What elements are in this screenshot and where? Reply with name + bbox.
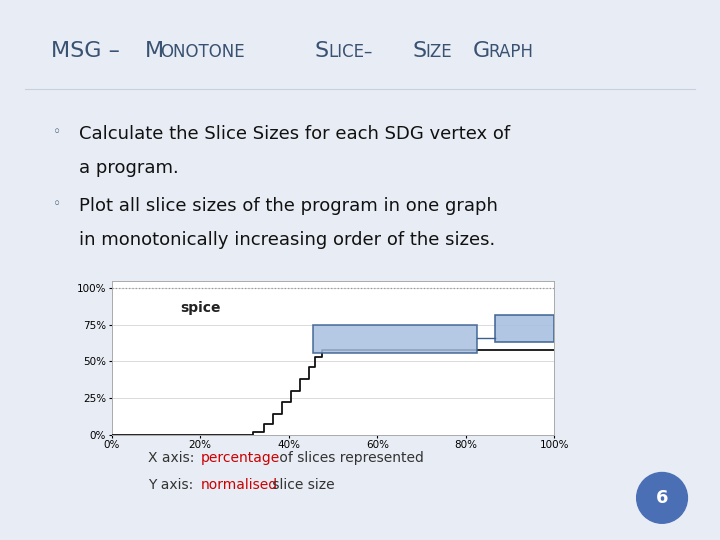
Text: M: M — [145, 40, 164, 60]
Text: LICE–: LICE– — [328, 43, 372, 60]
Text: normalised: normalised — [200, 478, 277, 492]
Text: Plot all slice sizes of the program in one graph: Plot all slice sizes of the program in o… — [79, 197, 498, 215]
Text: S: S — [315, 40, 329, 60]
Text: IZE: IZE — [426, 43, 452, 60]
Text: ONOTONE: ONOTONE — [160, 43, 245, 60]
Text: X axis:: X axis: — [148, 451, 199, 465]
Text: of slices represented: of slices represented — [275, 451, 424, 465]
Text: 6: 6 — [656, 489, 668, 507]
Text: G: G — [473, 40, 490, 60]
Text: a program.: a program. — [79, 159, 179, 177]
Text: Y axis:: Y axis: — [148, 478, 198, 492]
Text: ◦: ◦ — [53, 125, 61, 139]
Text: RAPH: RAPH — [488, 43, 534, 60]
Bar — [495, 315, 554, 342]
Text: percentage: percentage — [200, 451, 279, 465]
Text: ◦: ◦ — [53, 197, 61, 211]
Text: in monotonically increasing order of the sizes.: in monotonically increasing order of the… — [79, 231, 495, 248]
Circle shape — [636, 472, 688, 523]
Text: S: S — [412, 40, 426, 60]
Text: MSG –: MSG – — [51, 40, 120, 60]
Text: spice: spice — [180, 301, 221, 315]
Text: Calculate the Slice Sizes for each SDG vertex of: Calculate the Slice Sizes for each SDG v… — [79, 125, 510, 143]
Text: slice size: slice size — [268, 478, 334, 492]
Bar — [313, 325, 477, 353]
